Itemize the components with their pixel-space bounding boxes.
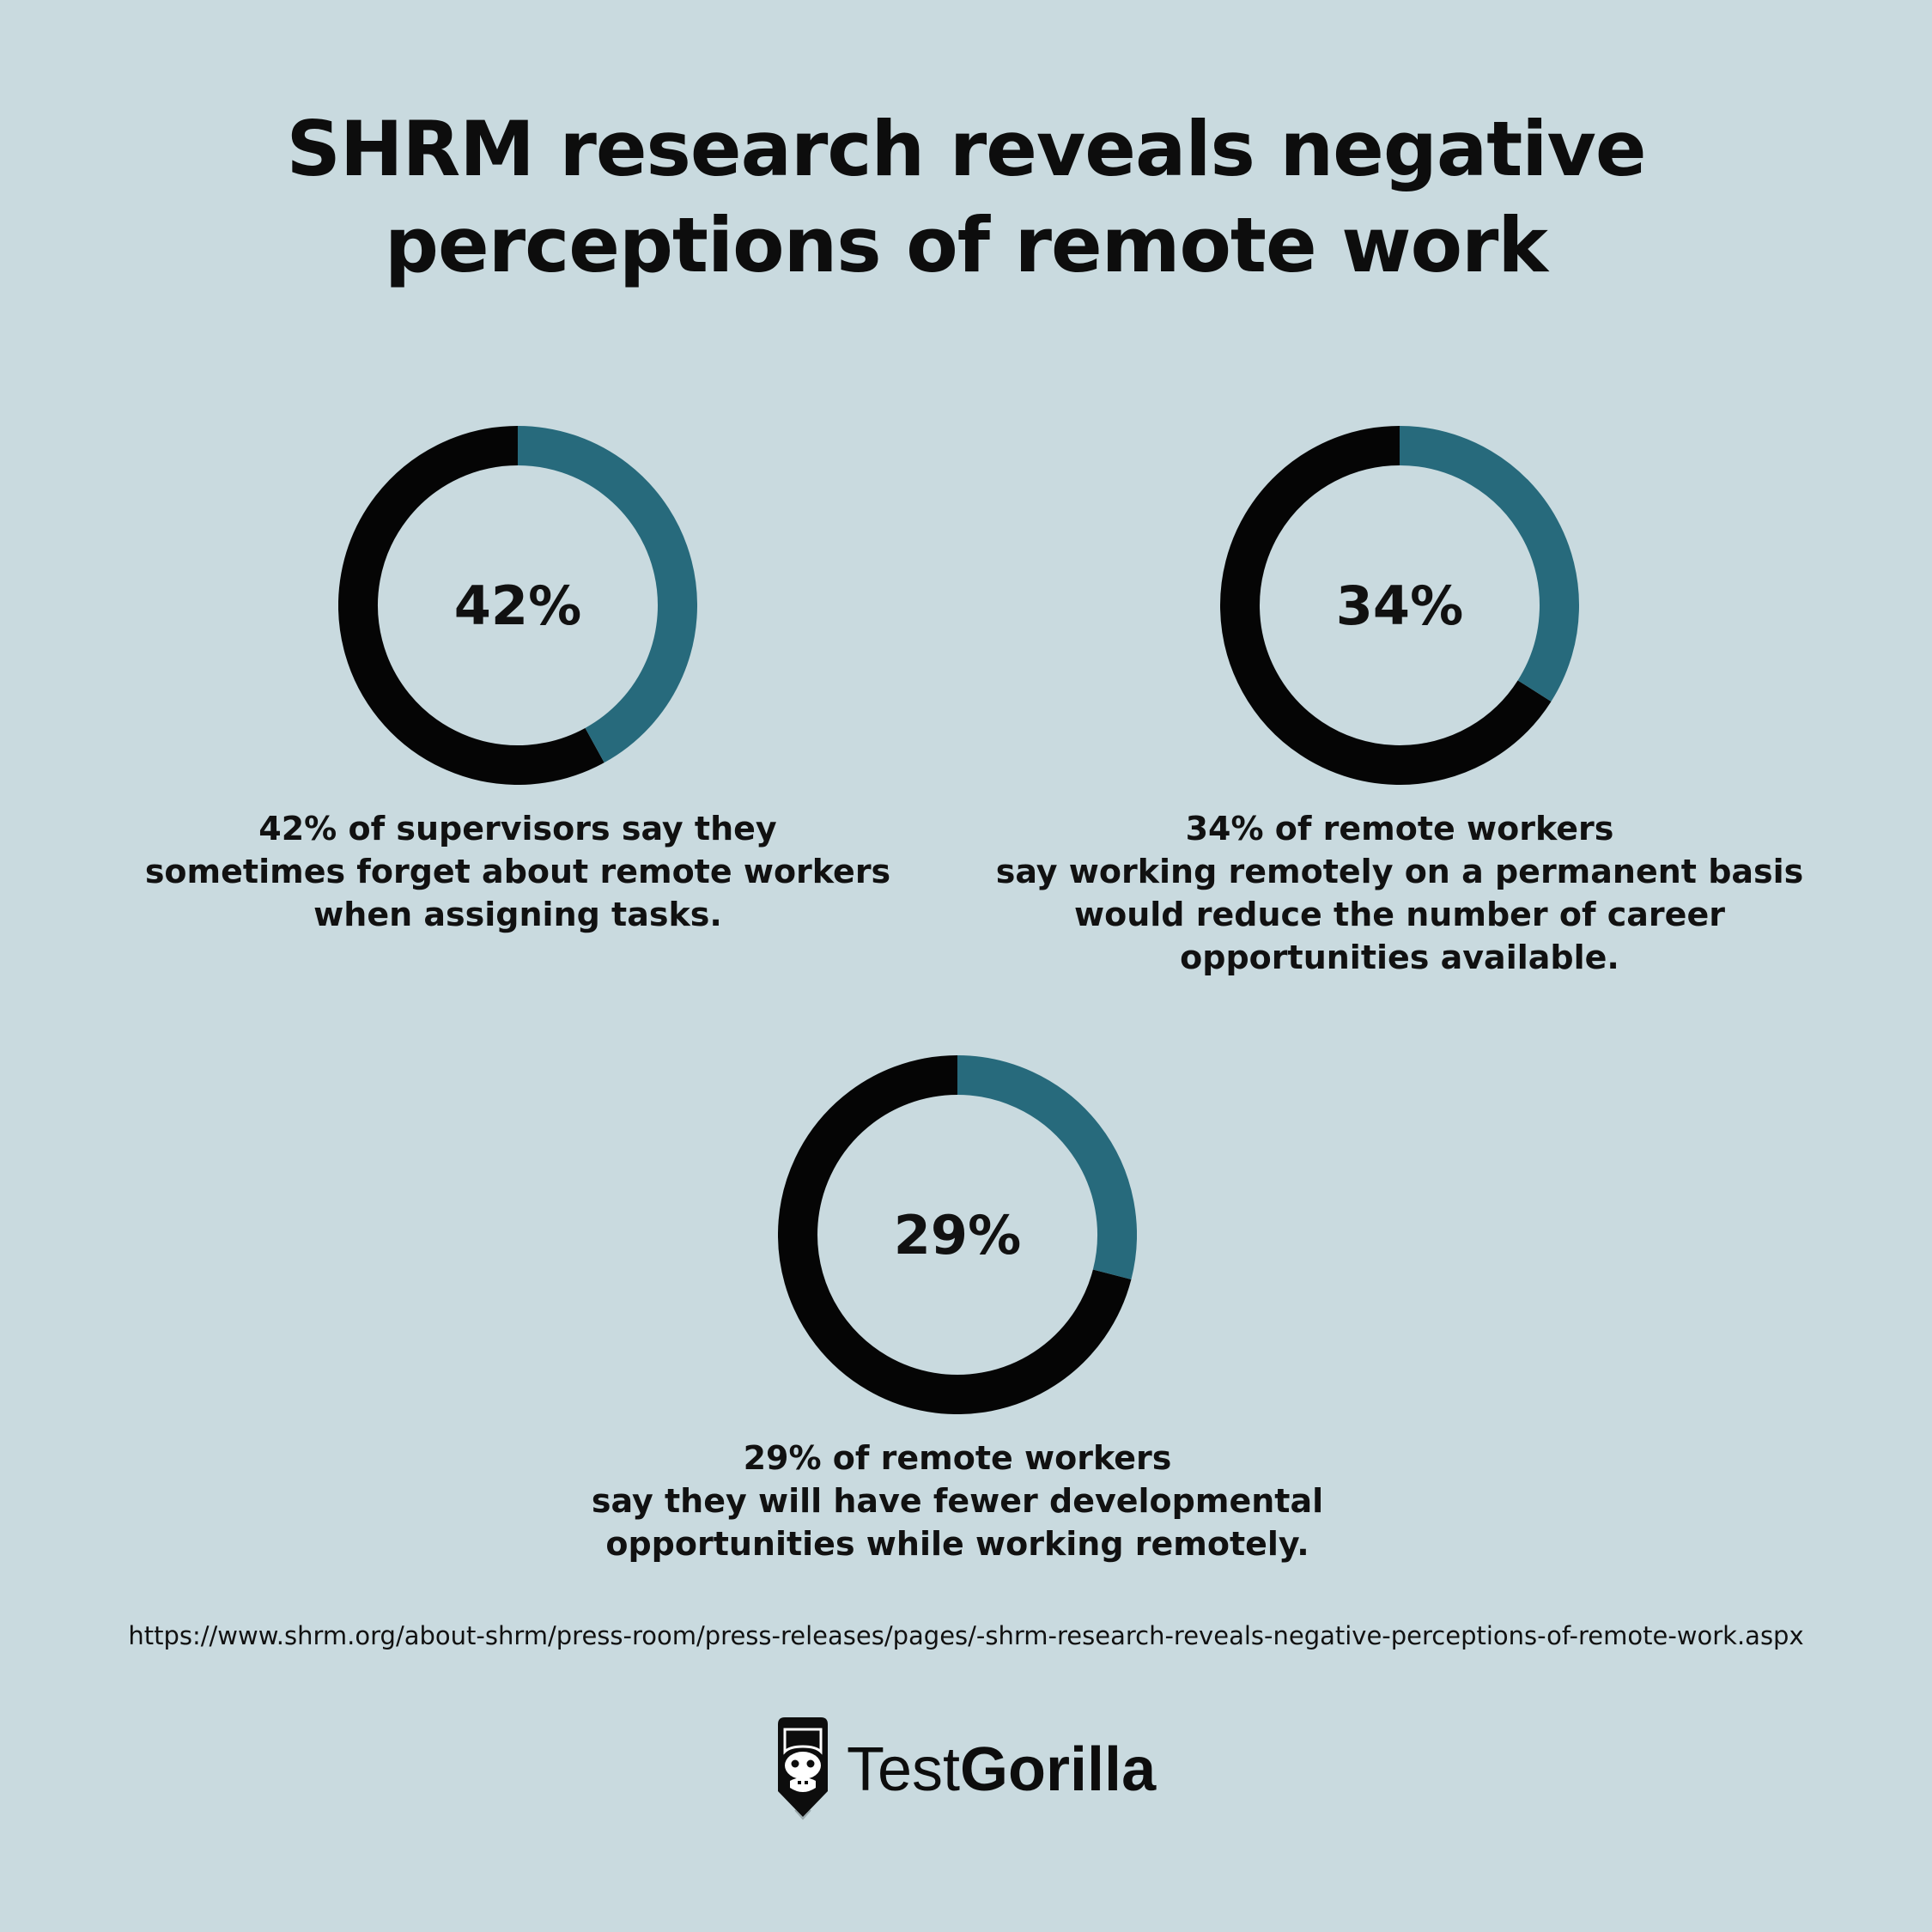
caption-line: would reduce the number of career [1074,896,1725,933]
donut-value-segment [517,426,697,763]
caption-line: opportunities available. [1180,939,1619,976]
donut-remainder-segment [338,426,605,785]
testgorilla-logo: TestGorilla [773,1714,1156,1826]
page-title: SHRM research reveals negative perceptio… [0,101,1932,294]
caption-line: sometimes forget about remote workers [144,853,891,890]
caption-line: when assigning tasks. [313,896,722,933]
caption-line: opportunities while working remotely. [605,1525,1309,1563]
donut-value-segment [957,1055,1137,1279]
logo-text-bold: Gorilla [960,1735,1157,1804]
caption-line: 42% of supervisors say they [258,810,777,848]
caption-line: 29% of remote workers [743,1439,1172,1477]
page-title-line-1: SHRM research reveals negative [286,105,1646,193]
donut-chart-developmental-opportunities: 29% [778,1055,1137,1414]
caption-line: say they will have fewer developmental [591,1482,1324,1520]
gorilla-icon [778,1717,828,1820]
caption-developmental-opportunities: 29% of remote workers say they will have… [528,1437,1387,1565]
logo-wordmark: TestGorilla [847,1735,1156,1805]
donut-remainder-segment [778,1055,1132,1414]
donut-value-label: 42% [453,574,582,637]
donut-chart-supervisors: 42% [338,426,697,785]
donut-remainder-segment [1220,426,1552,785]
donut-value-segment [1399,426,1579,702]
caption-line: 34% of remote workers [1185,810,1614,848]
source-url: https://www.shrm.org/about-shrm/press-ro… [128,1621,1804,1650]
donut-value-label: 29% [893,1203,1022,1267]
caption-supervisors: 42% of supervisors say they sometimes fo… [88,807,947,936]
donut-svg [338,426,697,785]
donut-value-label: 34% [1335,574,1464,637]
caption-career-opportunities: 34% of remote workers say working remote… [970,807,1829,979]
logo-text-light: Test [847,1735,961,1804]
donut-svg [778,1055,1137,1414]
page-title-line-2: perceptions of remote work [385,201,1548,289]
donut-chart-career-opportunities: 34% [1220,426,1579,785]
caption-line: say working remotely on a permanent basi… [995,853,1804,890]
donut-svg [1220,426,1579,785]
